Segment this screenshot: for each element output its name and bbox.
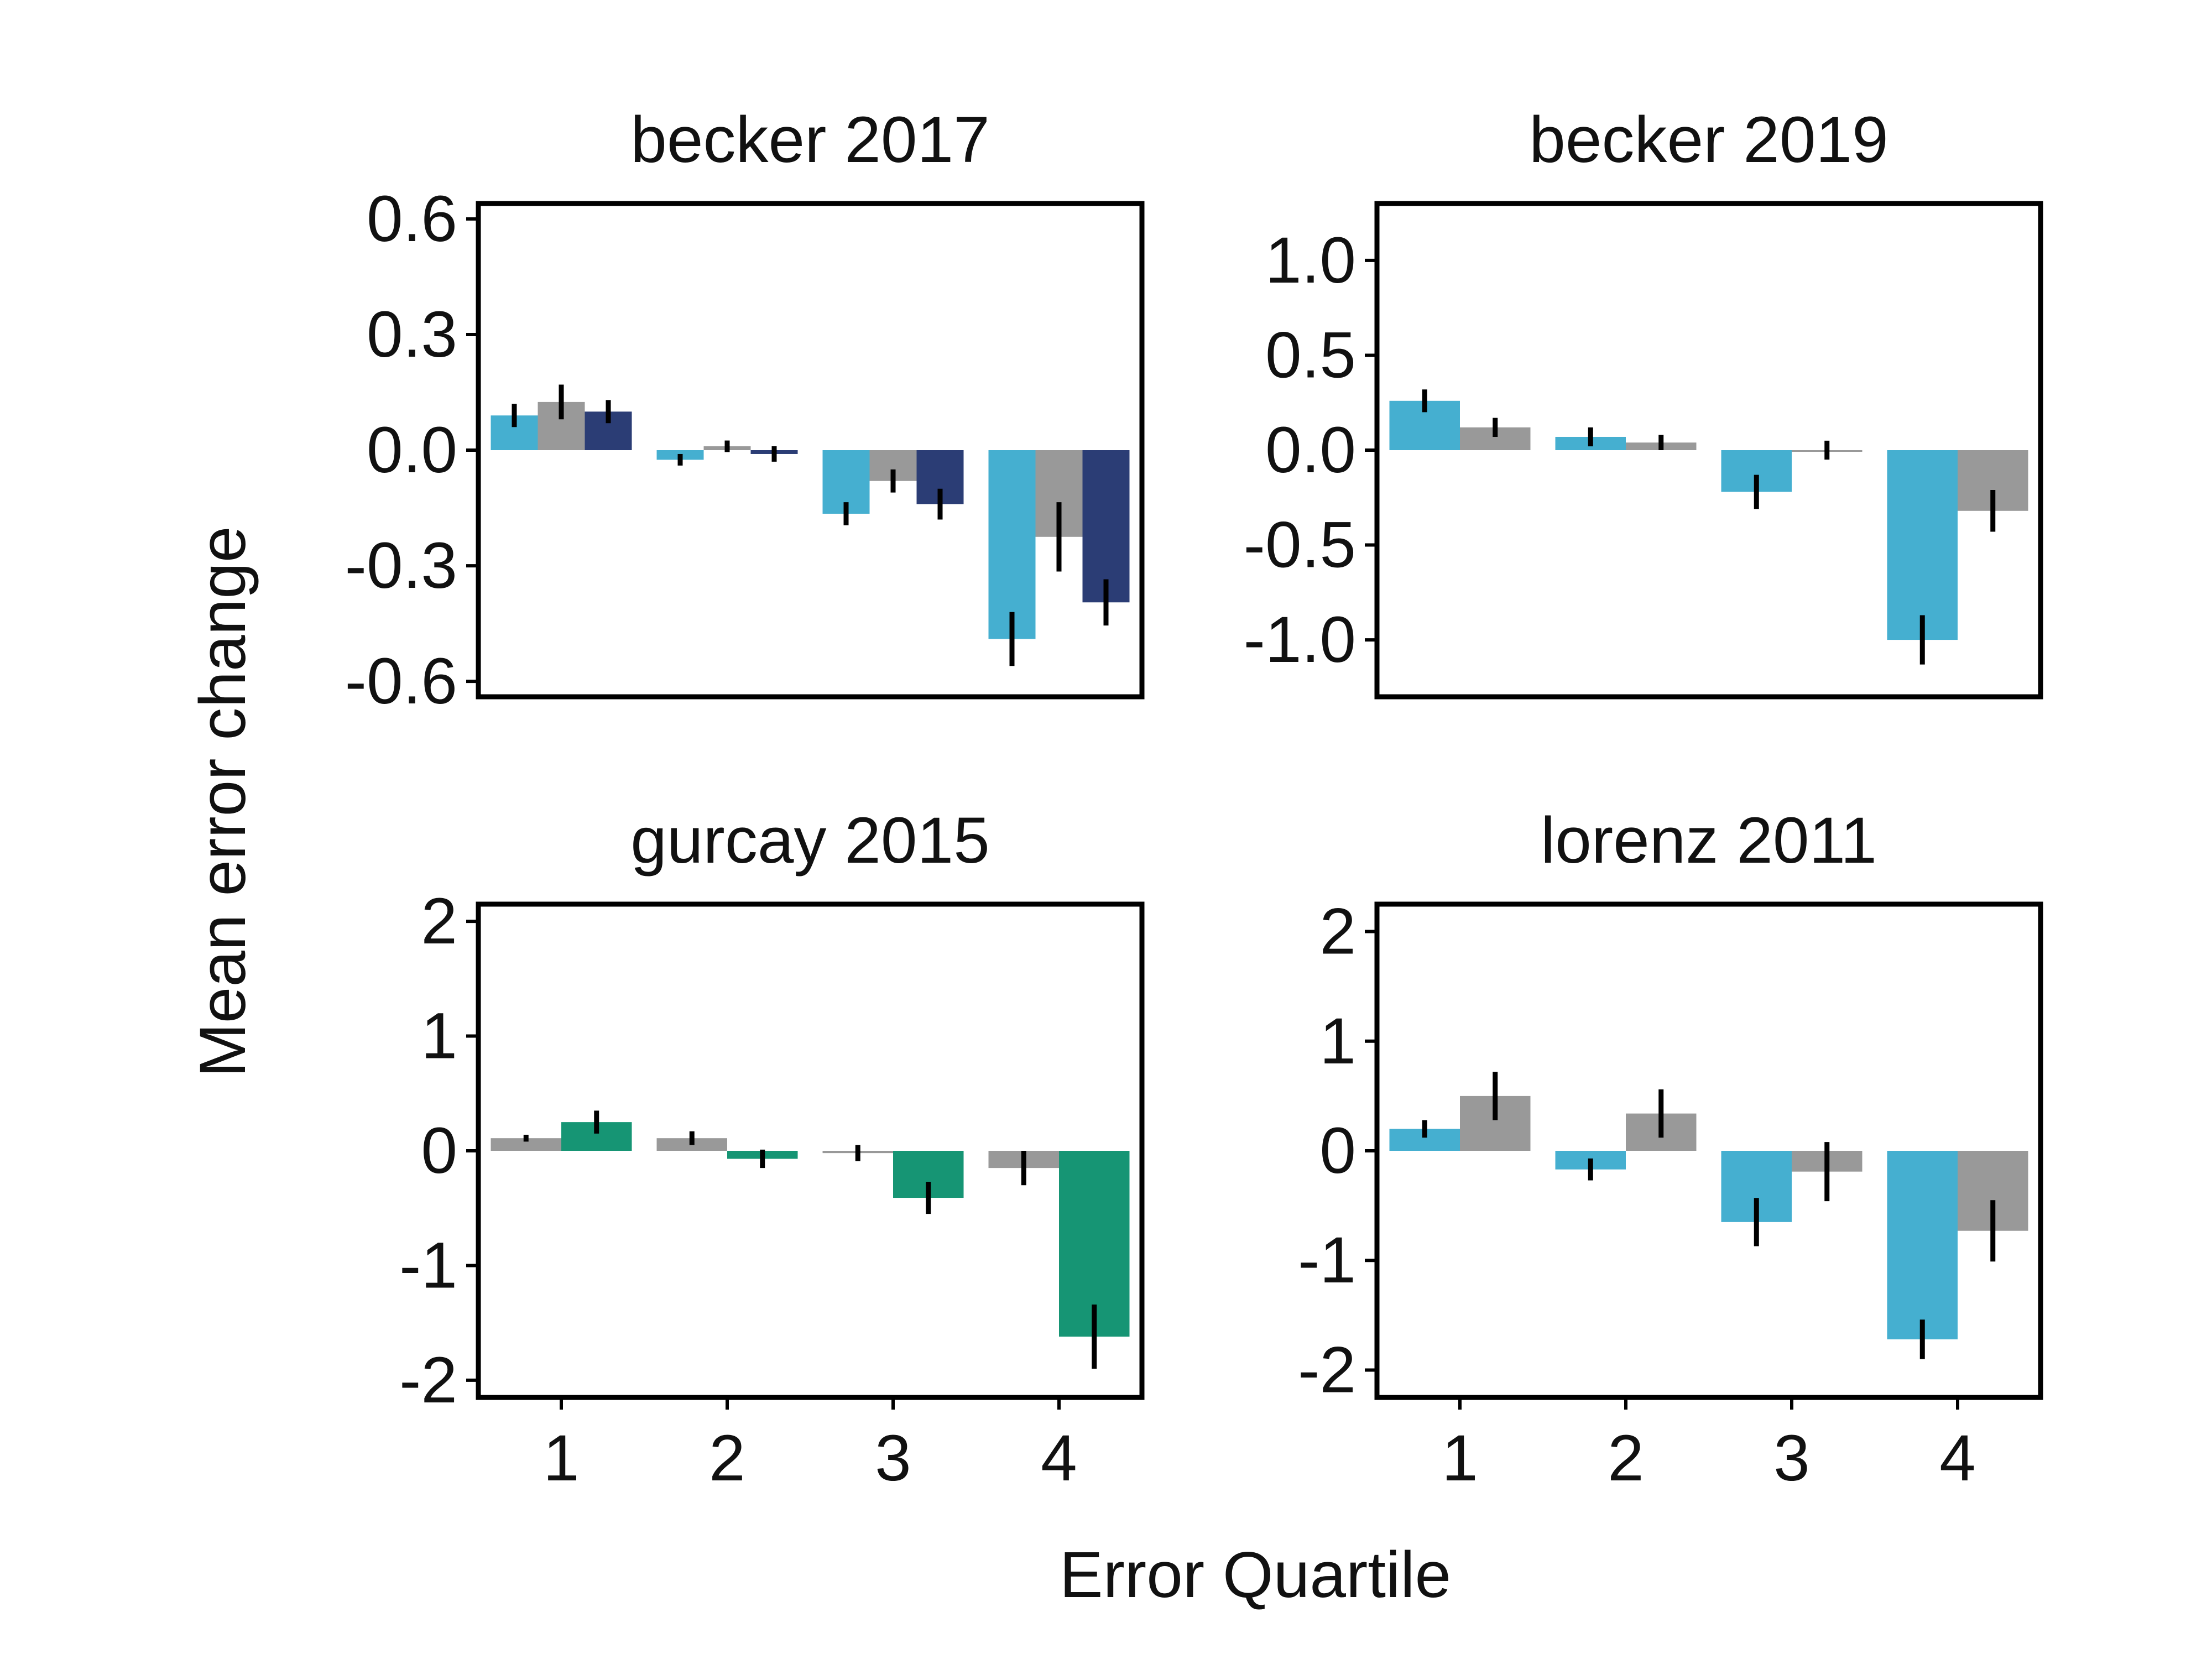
axes-frame [476,201,1145,700]
y-tick-label: -0.3 [345,529,457,602]
x-tick-label: 2 [1608,1422,1644,1495]
panel-title: becker 2017 [630,103,989,176]
y-tick-label: 0.3 [367,298,457,371]
y-tick-label: 2 [1319,895,1356,968]
x-tick-label: 3 [1773,1422,1810,1495]
bar [1082,450,1130,603]
panel-title: lorenz 2011 [1541,804,1877,877]
x-tick-label: 1 [543,1422,580,1495]
bar [1887,1151,1958,1339]
y-tick-label: -0.5 [1244,509,1356,582]
y-tick-label: 0.0 [367,414,457,487]
y-tick-label: -1.0 [1244,603,1356,676]
x-tick-label: 4 [1041,1422,1077,1495]
y-tick-label: -2 [399,1344,457,1417]
axes-frame [476,901,1145,1400]
y-axis-label: Mean error change [186,526,259,1077]
subplot-1: becker 2017 0.6 0.3 0.0 -0.3 -0.6 [345,103,1145,718]
panel-title: gurcay 2015 [630,804,989,877]
y-tick-label: 0.5 [1265,319,1356,392]
bar [988,450,1036,639]
y-tick-label: -2 [1298,1333,1356,1406]
bar [491,1138,561,1151]
panel-title: becker 2019 [1529,103,1888,176]
y-tick-label: 0 [1319,1114,1356,1187]
axes-frame [1374,901,2043,1400]
y-tick-label: 1.0 [1265,224,1356,297]
y-tick-label: 0 [421,1114,457,1187]
subplot-2: becker 2019 1.0 0.5 0.0 -0.5 -1.0 [1244,103,2043,700]
y-tick-label: -1 [399,1229,457,1302]
subplot-4: lorenz 2011 2 1 0 -1 -2 1 2 3 4 [1298,804,2043,1495]
y-tick-label: -0.6 [345,645,457,718]
subplots: becker 2017 0.6 0.3 0.0 -0.3 -0.6 becker 2019 1… [345,103,2043,1495]
x-tick-label: 3 [875,1422,911,1495]
y-tick-label: -1 [1298,1224,1356,1297]
y-tick-label: 0.6 [367,182,457,255]
y-tick-label: 0.0 [1265,414,1356,487]
subplot-3: gurcay 2015 2 1 0 -1 -2 1 2 3 4 [399,804,1145,1495]
y-tick-label: 1 [421,1000,457,1073]
y-tick-label: 1 [1319,1005,1356,1078]
axes-frame [1374,201,2043,700]
x-axis-label: Error Quartile [1060,1538,1451,1611]
x-tick-label: 4 [1939,1422,1976,1495]
x-tick-label: 1 [1442,1422,1478,1495]
bar [1887,450,1958,640]
x-tick-label: 2 [709,1422,745,1495]
y-tick-label: 2 [421,885,457,958]
